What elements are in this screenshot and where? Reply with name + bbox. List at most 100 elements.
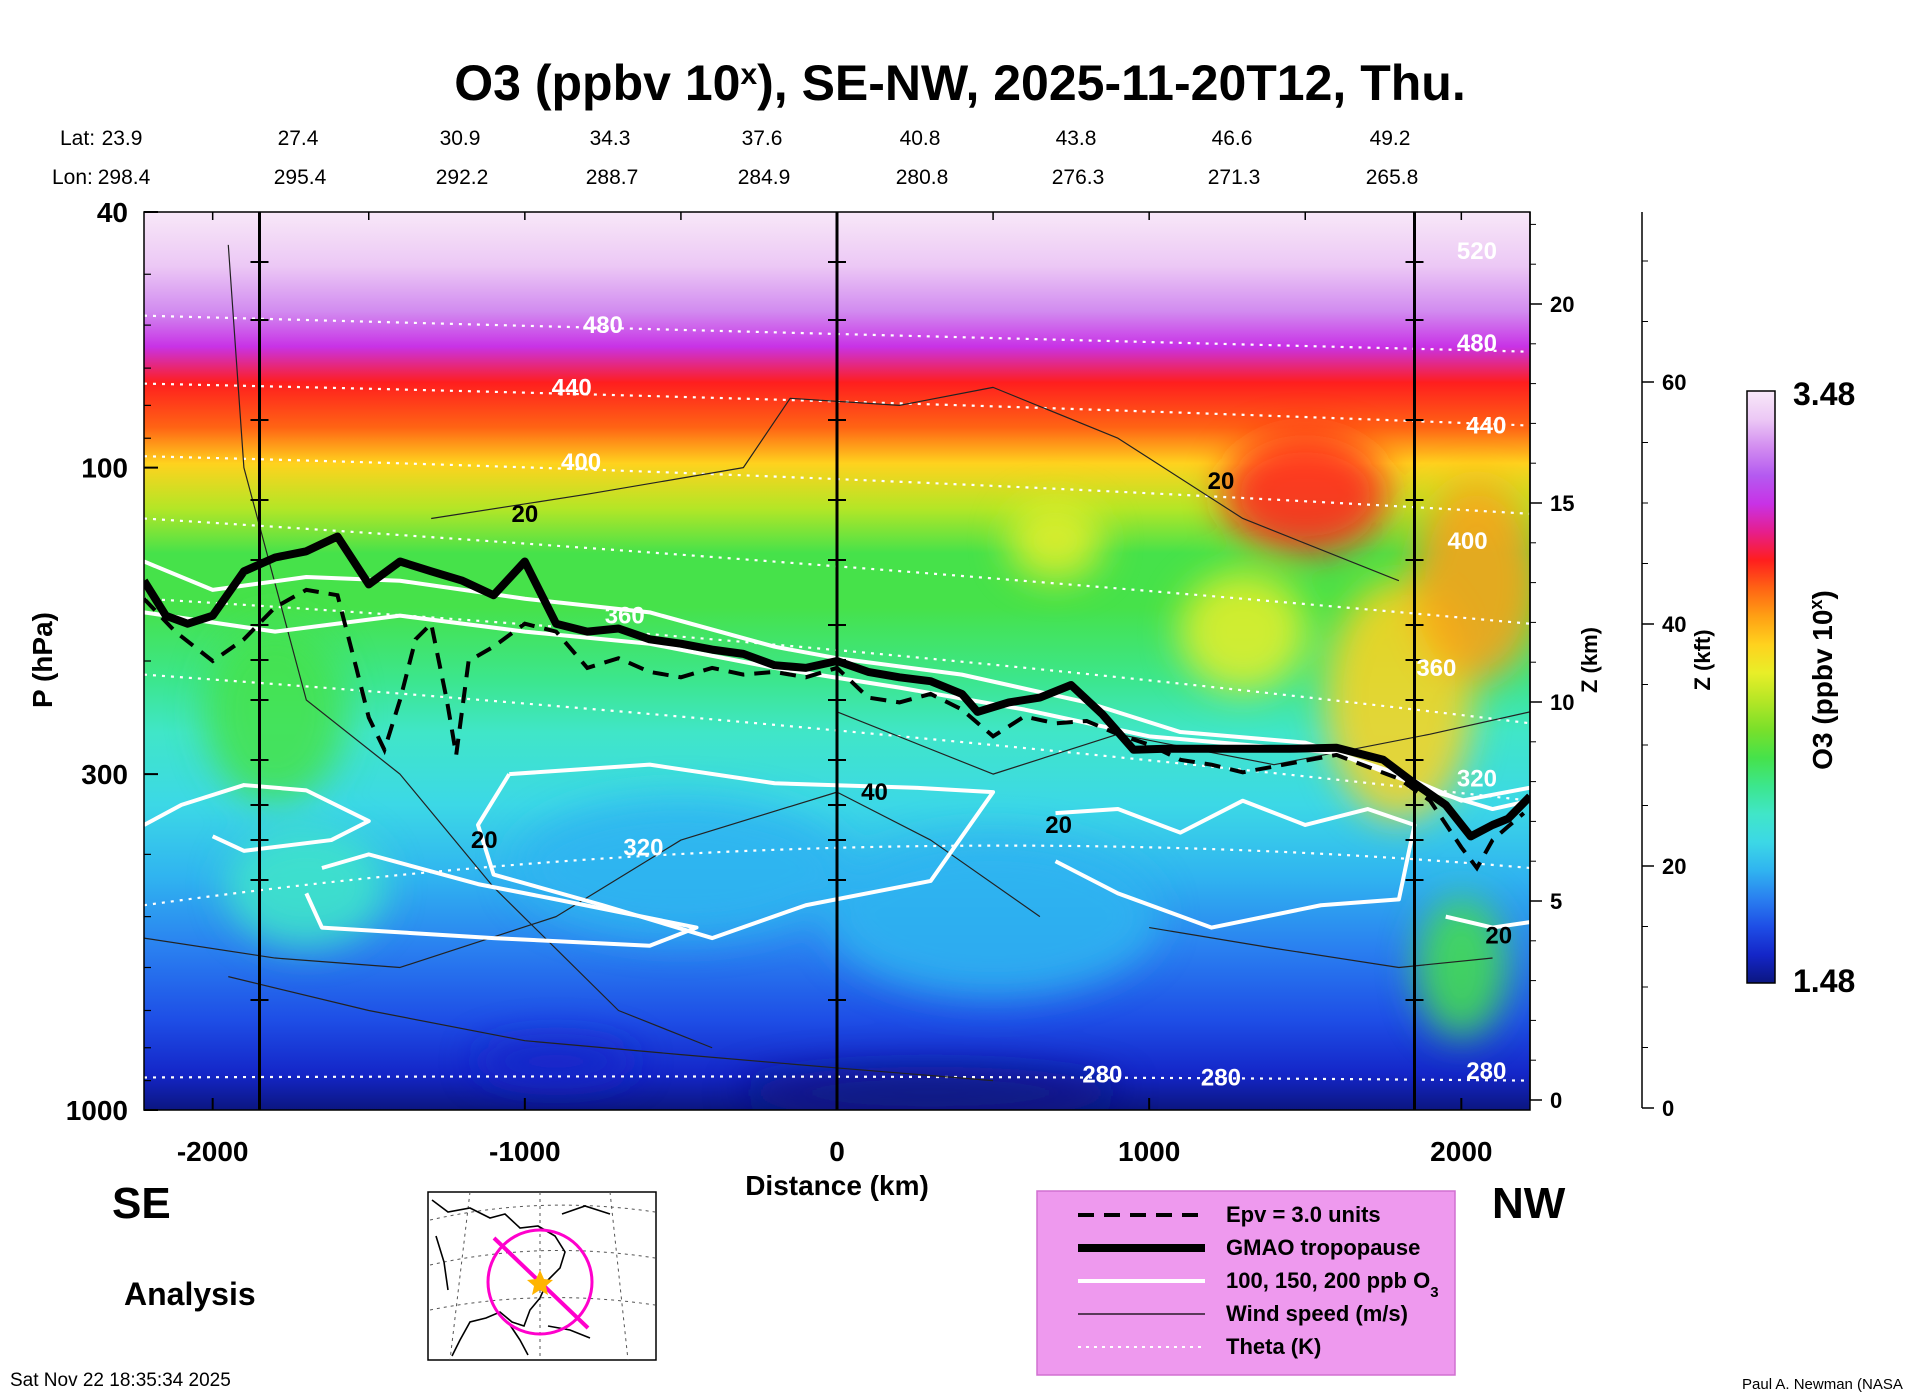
- ozone-region: [204, 621, 346, 802]
- z-km-tick-label: 0: [1550, 1088, 1562, 1113]
- ozone-region: [738, 1066, 1123, 1110]
- colorbar: 3.48 1.48 O3 (ppbv 10x): [1746, 376, 1855, 999]
- contour-label: 320: [623, 834, 663, 861]
- ozone-region: [226, 827, 387, 948]
- contour-label: 360: [1416, 655, 1456, 682]
- chart-title: O3 (ppbv 10x), SE-NW, 2025-11-20T12, Thu…: [454, 55, 1465, 111]
- ozone-region: [1007, 500, 1104, 581]
- z-kft-tick-label: 40: [1662, 612, 1686, 637]
- wind-speed-contour: [144, 791, 1041, 969]
- ozone-contour: [304, 852, 699, 948]
- z-km-tick-label: 20: [1550, 292, 1574, 317]
- ozone-contour: [1054, 798, 1417, 930]
- colorbar-gradient: [1746, 390, 1776, 984]
- x-axis-label: Distance (km): [745, 1170, 929, 1201]
- wind-speed-contour: [1149, 926, 1493, 969]
- contour-label: 20: [511, 501, 538, 528]
- lat-value: 46.6: [1212, 127, 1253, 150]
- lat-lon-header: Lat: Lon: 23.9 27.4 30.9 34.3 37.6 40.8 43.8 46…: [52, 127, 1418, 189]
- contour-label: 280: [1466, 1058, 1506, 1085]
- lon-label: Lon:: [52, 166, 93, 189]
- x-tick-label: -1000: [489, 1136, 561, 1167]
- lat-value: 34.3: [590, 127, 631, 150]
- contour-label: 280: [1082, 1061, 1122, 1088]
- ozone-contour: [1445, 914, 1530, 930]
- cross-section-marker: [250, 212, 269, 1110]
- lat-value: 49.2: [1370, 127, 1411, 150]
- lat-value: 40.8: [900, 127, 941, 150]
- lon-value: 292.2: [436, 166, 489, 189]
- contour-label: 20: [1045, 812, 1072, 839]
- cross-section-marker: [828, 212, 846, 1110]
- ozone-region: [1178, 571, 1307, 692]
- lon-value: 295.4: [274, 166, 327, 189]
- wind-speed-contour: [227, 244, 713, 1049]
- legend-label: Epv = 3.0 units: [1226, 1202, 1381, 1227]
- lat-value: 43.8: [1056, 127, 1097, 150]
- colorbar-title: O3 (ppbv 10x): [1806, 590, 1838, 770]
- x-tick-label: 1000: [1118, 1136, 1180, 1167]
- contour-label: 20: [1485, 923, 1512, 950]
- x-tick-label: -2000: [177, 1136, 249, 1167]
- domain-circle: [486, 1228, 594, 1336]
- z-km-axis: 0 5 10 15 20 Z (km): [1529, 212, 1602, 1113]
- nw-direction-label: NW: [1492, 1179, 1566, 1228]
- center-star-icon: [527, 1270, 553, 1295]
- wind-speed-contour: [228, 976, 994, 1082]
- z-km-label: Z (km): [1577, 627, 1602, 693]
- z-km-tick-label: 5: [1550, 889, 1562, 914]
- cross-section-marker: [1405, 212, 1424, 1110]
- inset-map: [427, 1191, 657, 1361]
- lon-value: 288.7: [586, 166, 639, 189]
- contour-label: 40: [861, 779, 888, 806]
- analysis-label: Analysis: [124, 1276, 256, 1312]
- legend-item: 100, 150, 200 ppb O3: [1078, 1268, 1439, 1301]
- lat-label: Lat:: [60, 127, 95, 150]
- contour-label: 480: [1457, 330, 1497, 357]
- z-kft-label: Z (kft): [1690, 629, 1715, 690]
- legend-label: Wind speed (m/s): [1226, 1301, 1408, 1326]
- ozone-region: [1222, 434, 1389, 555]
- lon-value: 298.4: [98, 166, 151, 189]
- legend-item: GMAO tropopause: [1078, 1235, 1420, 1260]
- lon-value: 271.3: [1208, 166, 1261, 189]
- lat-value: 27.4: [278, 127, 319, 150]
- colorbar-max-label: 3.48: [1793, 376, 1855, 412]
- lat-value: 37.6: [742, 127, 783, 150]
- lon-value: 280.8: [896, 166, 949, 189]
- ozone-contour: [476, 762, 996, 941]
- contour-label: 440: [552, 374, 592, 401]
- colorbar-min-label: 1.48: [1793, 963, 1855, 999]
- credit-label: Paul A. Newman (NASA: [1742, 1376, 1903, 1393]
- p-tick-label: 1000: [66, 1095, 128, 1126]
- contour-label: 440: [1466, 413, 1506, 440]
- contour-label: 360: [605, 603, 645, 630]
- plot-area: 480 440 400 360 320 280 280 280 520 480 440 400 360 3…: [144, 212, 1530, 1110]
- timestamp: Sat Nov 22 18:35:34 2025: [10, 1370, 231, 1391]
- contour-label: 400: [561, 449, 601, 476]
- contour-label: 320: [1457, 766, 1497, 793]
- legend-label: GMAO tropopause: [1226, 1235, 1420, 1260]
- p-tick-label: 100: [81, 453, 128, 484]
- z-kft-tick-label: 60: [1662, 370, 1686, 395]
- contour-label: 520: [1457, 238, 1497, 265]
- lon-value: 276.3: [1052, 166, 1105, 189]
- p-tick-label: 40: [97, 197, 128, 228]
- x-tick-label: 0: [829, 1136, 845, 1167]
- legend-item: Epv = 3.0 units: [1078, 1202, 1381, 1227]
- lat-value: 30.9: [440, 127, 481, 150]
- ozone-region: [514, 797, 848, 938]
- contour-label: 280: [1201, 1064, 1241, 1091]
- contour-label: 20: [1208, 468, 1235, 495]
- legend: Epv = 3.0 units GMAO tropopause 100, 150, …: [1036, 1190, 1456, 1376]
- legend-item: Theta (K): [1078, 1334, 1321, 1359]
- ozone-region: [1412, 480, 1530, 681]
- z-kft-axis: 0 20 40 60 Z (kft): [1641, 212, 1715, 1121]
- ozone-region: [476, 1039, 637, 1084]
- legend-label: 100, 150, 200 ppb O3: [1226, 1268, 1439, 1301]
- lon-value: 265.8: [1366, 166, 1419, 189]
- z-km-tick-label: 15: [1550, 491, 1574, 516]
- z-kft-tick-label: 0: [1662, 1096, 1674, 1121]
- ozone-region: [826, 836, 1160, 997]
